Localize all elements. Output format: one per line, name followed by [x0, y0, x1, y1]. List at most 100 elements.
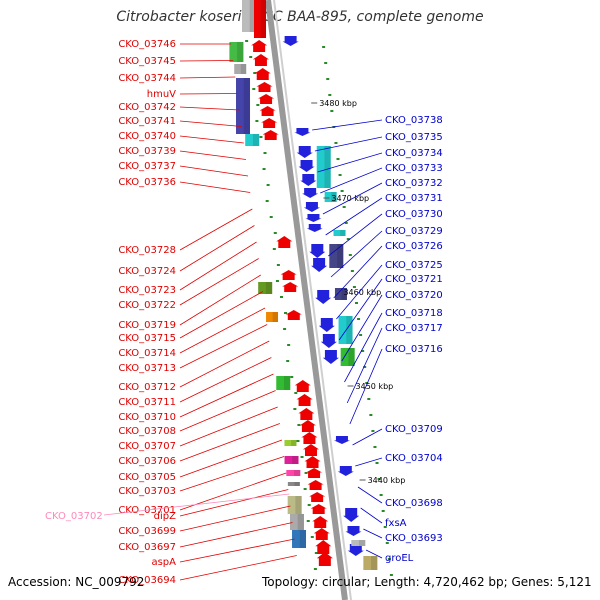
genome-backbone [265, 0, 352, 600]
left-leader-line [179, 324, 268, 369]
right-leader-line [314, 136, 383, 152]
left-gene-label: CKO_03710 [118, 412, 176, 423]
gene-arrow-forward [254, 68, 271, 80]
gene-arrow-forward [285, 310, 302, 320]
gene-arrow-forward [306, 468, 323, 478]
gc-dot [367, 398, 371, 400]
gene-arrow-forward [309, 492, 326, 502]
gc-dot [389, 574, 393, 576]
left-leader-line [179, 93, 238, 95]
gc-dot [262, 168, 266, 170]
gene-box-shade [283, 376, 291, 390]
gc-dot [377, 478, 381, 480]
gene-box-shade [297, 514, 304, 530]
right-leader-line [360, 507, 383, 524]
gene-arrow-reverse [282, 36, 299, 46]
left-leader-line [179, 522, 293, 548]
left-leader-line [179, 307, 266, 354]
right-leader-line [346, 327, 383, 404]
left-leader-line [179, 538, 295, 563]
gene-box [292, 530, 307, 548]
gene-arrow-forward [302, 444, 319, 456]
left-leader-line [179, 472, 287, 511]
gene-arrow-forward [259, 106, 276, 116]
gene-box [334, 288, 347, 300]
gene-arrow-reverse [305, 214, 322, 222]
left-gene-label: aspA [151, 557, 176, 568]
gc-dot [265, 200, 269, 202]
right-gene-label: CKO_03725 [385, 260, 443, 271]
right-leader-line [338, 278, 383, 341]
gene-arrow-forward [310, 504, 327, 514]
left-gene-label: CKO_03739 [118, 146, 176, 157]
left-leader-line [179, 150, 247, 160]
gene-arrow-forward [301, 432, 318, 444]
gene-box-shade [371, 556, 378, 570]
gc-dot [363, 366, 367, 368]
gc-dot [375, 462, 379, 464]
right-gene-label: CKO_03716 [385, 344, 443, 355]
left-leader-line [179, 208, 253, 251]
gene-arrow-reverse [315, 290, 332, 304]
gc-dot [287, 344, 291, 346]
gene-box [333, 230, 346, 236]
gc-dot [357, 318, 361, 320]
gene-box [316, 146, 331, 188]
left-leader-line [179, 291, 264, 339]
gene-box [266, 312, 279, 322]
gene-box [245, 134, 260, 146]
left-gene-label: dipZ [154, 511, 176, 522]
left-leader-line [179, 225, 255, 272]
gene-arrow-reverse [298, 160, 315, 172]
backbone-line [265, 0, 348, 600]
gc-dot [346, 238, 350, 240]
gene-arrow-reverse [347, 544, 364, 556]
gene-box-shade [272, 312, 279, 322]
left-gene-label: CKO_03713 [118, 363, 176, 374]
gc-dot [340, 190, 344, 192]
gene-arrow-reverse [345, 526, 362, 536]
gene-arrow-reverse [302, 188, 319, 198]
right-leader-line [355, 457, 383, 467]
left-gene-label: hmuV [147, 89, 176, 100]
gene-arrow-forward [296, 394, 313, 406]
gene-arrow-forward [282, 282, 299, 292]
highlight-leader-line [103, 493, 290, 516]
gene-box-shade [324, 146, 331, 188]
gene-box-shade [348, 348, 355, 366]
right-leader-line [328, 213, 383, 257]
gene-arrow-reverse [300, 174, 317, 186]
gc-dot [273, 232, 277, 234]
left-gene-label: CKO_03715 [118, 333, 176, 344]
gene-arrow-forward [313, 528, 330, 540]
scale-tick-label: 3470 kbp [331, 194, 369, 203]
gc-dot [310, 536, 314, 538]
gc-dot [328, 94, 332, 96]
gc-dot [354, 302, 358, 304]
right-gene-label: CKO_03735 [385, 132, 443, 143]
scale-tick-label: 3480 kbp [319, 99, 357, 108]
gc-dot [348, 254, 352, 256]
right-gene-label: CKO_03717 [385, 323, 443, 334]
right-leader-line [365, 549, 383, 559]
left-leader-line [179, 165, 249, 177]
left-leader-line [179, 181, 251, 193]
gc-dot [266, 184, 270, 186]
gene-arrow-forward [256, 82, 273, 92]
gene-arrow-reverse [309, 244, 326, 258]
gene-arrow-forward [258, 94, 275, 104]
left-gene-label: CKO_03706 [118, 456, 176, 467]
gc-dot [322, 46, 326, 48]
right-gene-label: CKO_03733 [385, 163, 443, 174]
gene-box [289, 514, 304, 530]
gene-box-shade [240, 64, 247, 74]
gene-arrow-forward [316, 552, 333, 566]
gc-dot [330, 110, 334, 112]
left-gene-label: CKO_03724 [118, 266, 176, 277]
gc-dot [326, 78, 330, 80]
left-gene-label: CKO_03705 [118, 472, 176, 483]
gc-dot [307, 504, 311, 506]
gc-dot [275, 280, 279, 282]
gc-dot [304, 472, 308, 474]
